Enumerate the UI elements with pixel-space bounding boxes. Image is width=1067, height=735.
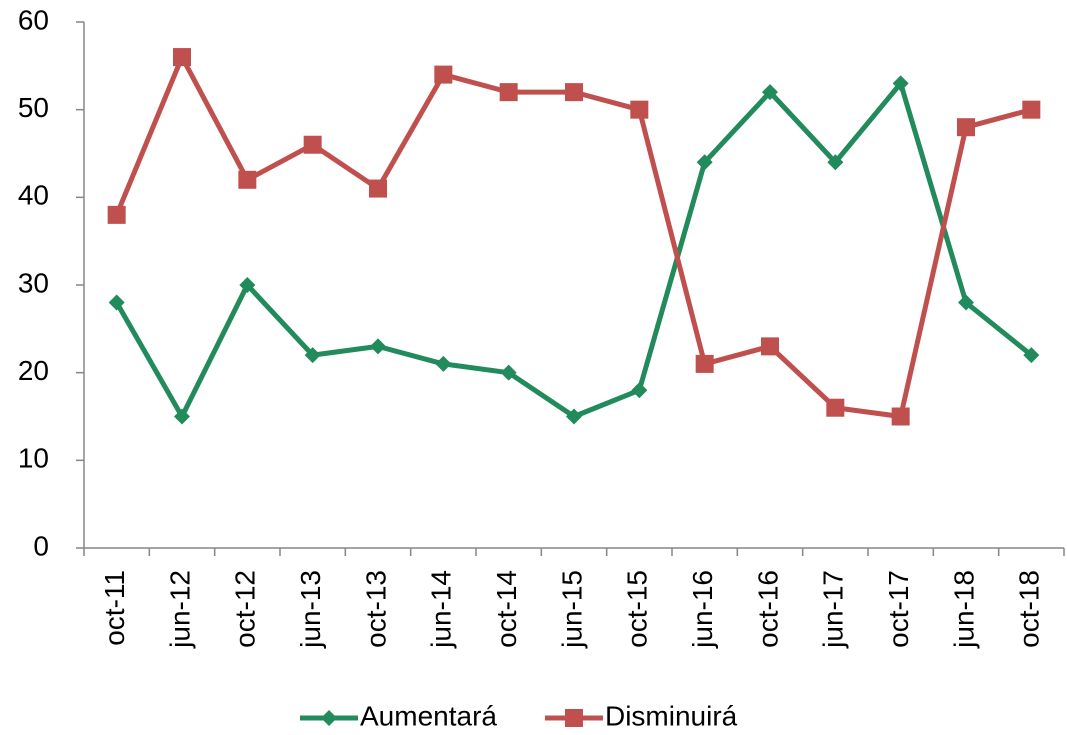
marker xyxy=(958,294,974,311)
marker xyxy=(434,65,453,84)
y-tick-label: 50 xyxy=(18,92,49,123)
marker xyxy=(566,408,582,425)
marker xyxy=(238,170,257,189)
x-tick-label: oct-13 xyxy=(360,570,391,648)
marker xyxy=(239,277,256,293)
marker xyxy=(107,205,126,224)
marker xyxy=(499,83,518,102)
marker xyxy=(891,407,910,426)
marker xyxy=(630,100,649,119)
x-tick-label: oct-16 xyxy=(752,570,783,648)
marker xyxy=(369,179,387,198)
x-tick-label: jun-16 xyxy=(687,570,718,649)
marker xyxy=(826,398,845,417)
series-line xyxy=(114,80,1033,419)
marker xyxy=(761,337,779,356)
x-tick-label: oct-15 xyxy=(622,570,653,648)
marker xyxy=(892,75,909,92)
x-tick-label: oct-17 xyxy=(883,570,914,648)
x-tick-label: oct-18 xyxy=(1014,570,1045,648)
marker xyxy=(108,294,125,311)
marker xyxy=(696,154,713,171)
y-tick-label: 20 xyxy=(18,355,49,386)
y-tick-label: 10 xyxy=(18,443,49,474)
legend-label: Disminuirá xyxy=(605,700,738,731)
marker xyxy=(174,408,190,425)
x-tick-label: oct-12 xyxy=(230,570,261,648)
y-tick-label: 60 xyxy=(18,4,49,35)
marker xyxy=(957,118,975,137)
x-tick-label: jun-14 xyxy=(426,570,457,649)
marker xyxy=(1022,100,1041,119)
x-tick-label: jun-13 xyxy=(295,570,326,649)
y-tick-label: 40 xyxy=(18,180,49,211)
marker xyxy=(695,354,714,373)
x-tick-label: oct-11 xyxy=(99,570,130,646)
marker xyxy=(304,347,321,364)
marker xyxy=(370,338,386,355)
marker xyxy=(500,364,517,381)
marker xyxy=(1023,347,1040,364)
legend-label: Aumentará xyxy=(360,700,497,731)
marker xyxy=(565,83,583,102)
y-tick-label: 30 xyxy=(18,267,49,298)
marker xyxy=(762,84,778,101)
marker xyxy=(631,382,648,399)
marker xyxy=(321,710,337,726)
marker xyxy=(303,135,322,154)
x-tick-label: jun-15 xyxy=(556,570,587,649)
marker xyxy=(173,48,191,67)
x-tick-label: jun-12 xyxy=(164,570,195,649)
x-tick-label: jun-18 xyxy=(948,570,979,649)
marker xyxy=(564,709,583,727)
marker xyxy=(435,355,452,372)
x-tick-label: oct-14 xyxy=(491,570,522,648)
marker xyxy=(827,154,844,171)
x-tick-label: jun-17 xyxy=(818,570,849,649)
y-tick-label: 0 xyxy=(33,530,49,561)
series-line xyxy=(114,54,1032,419)
